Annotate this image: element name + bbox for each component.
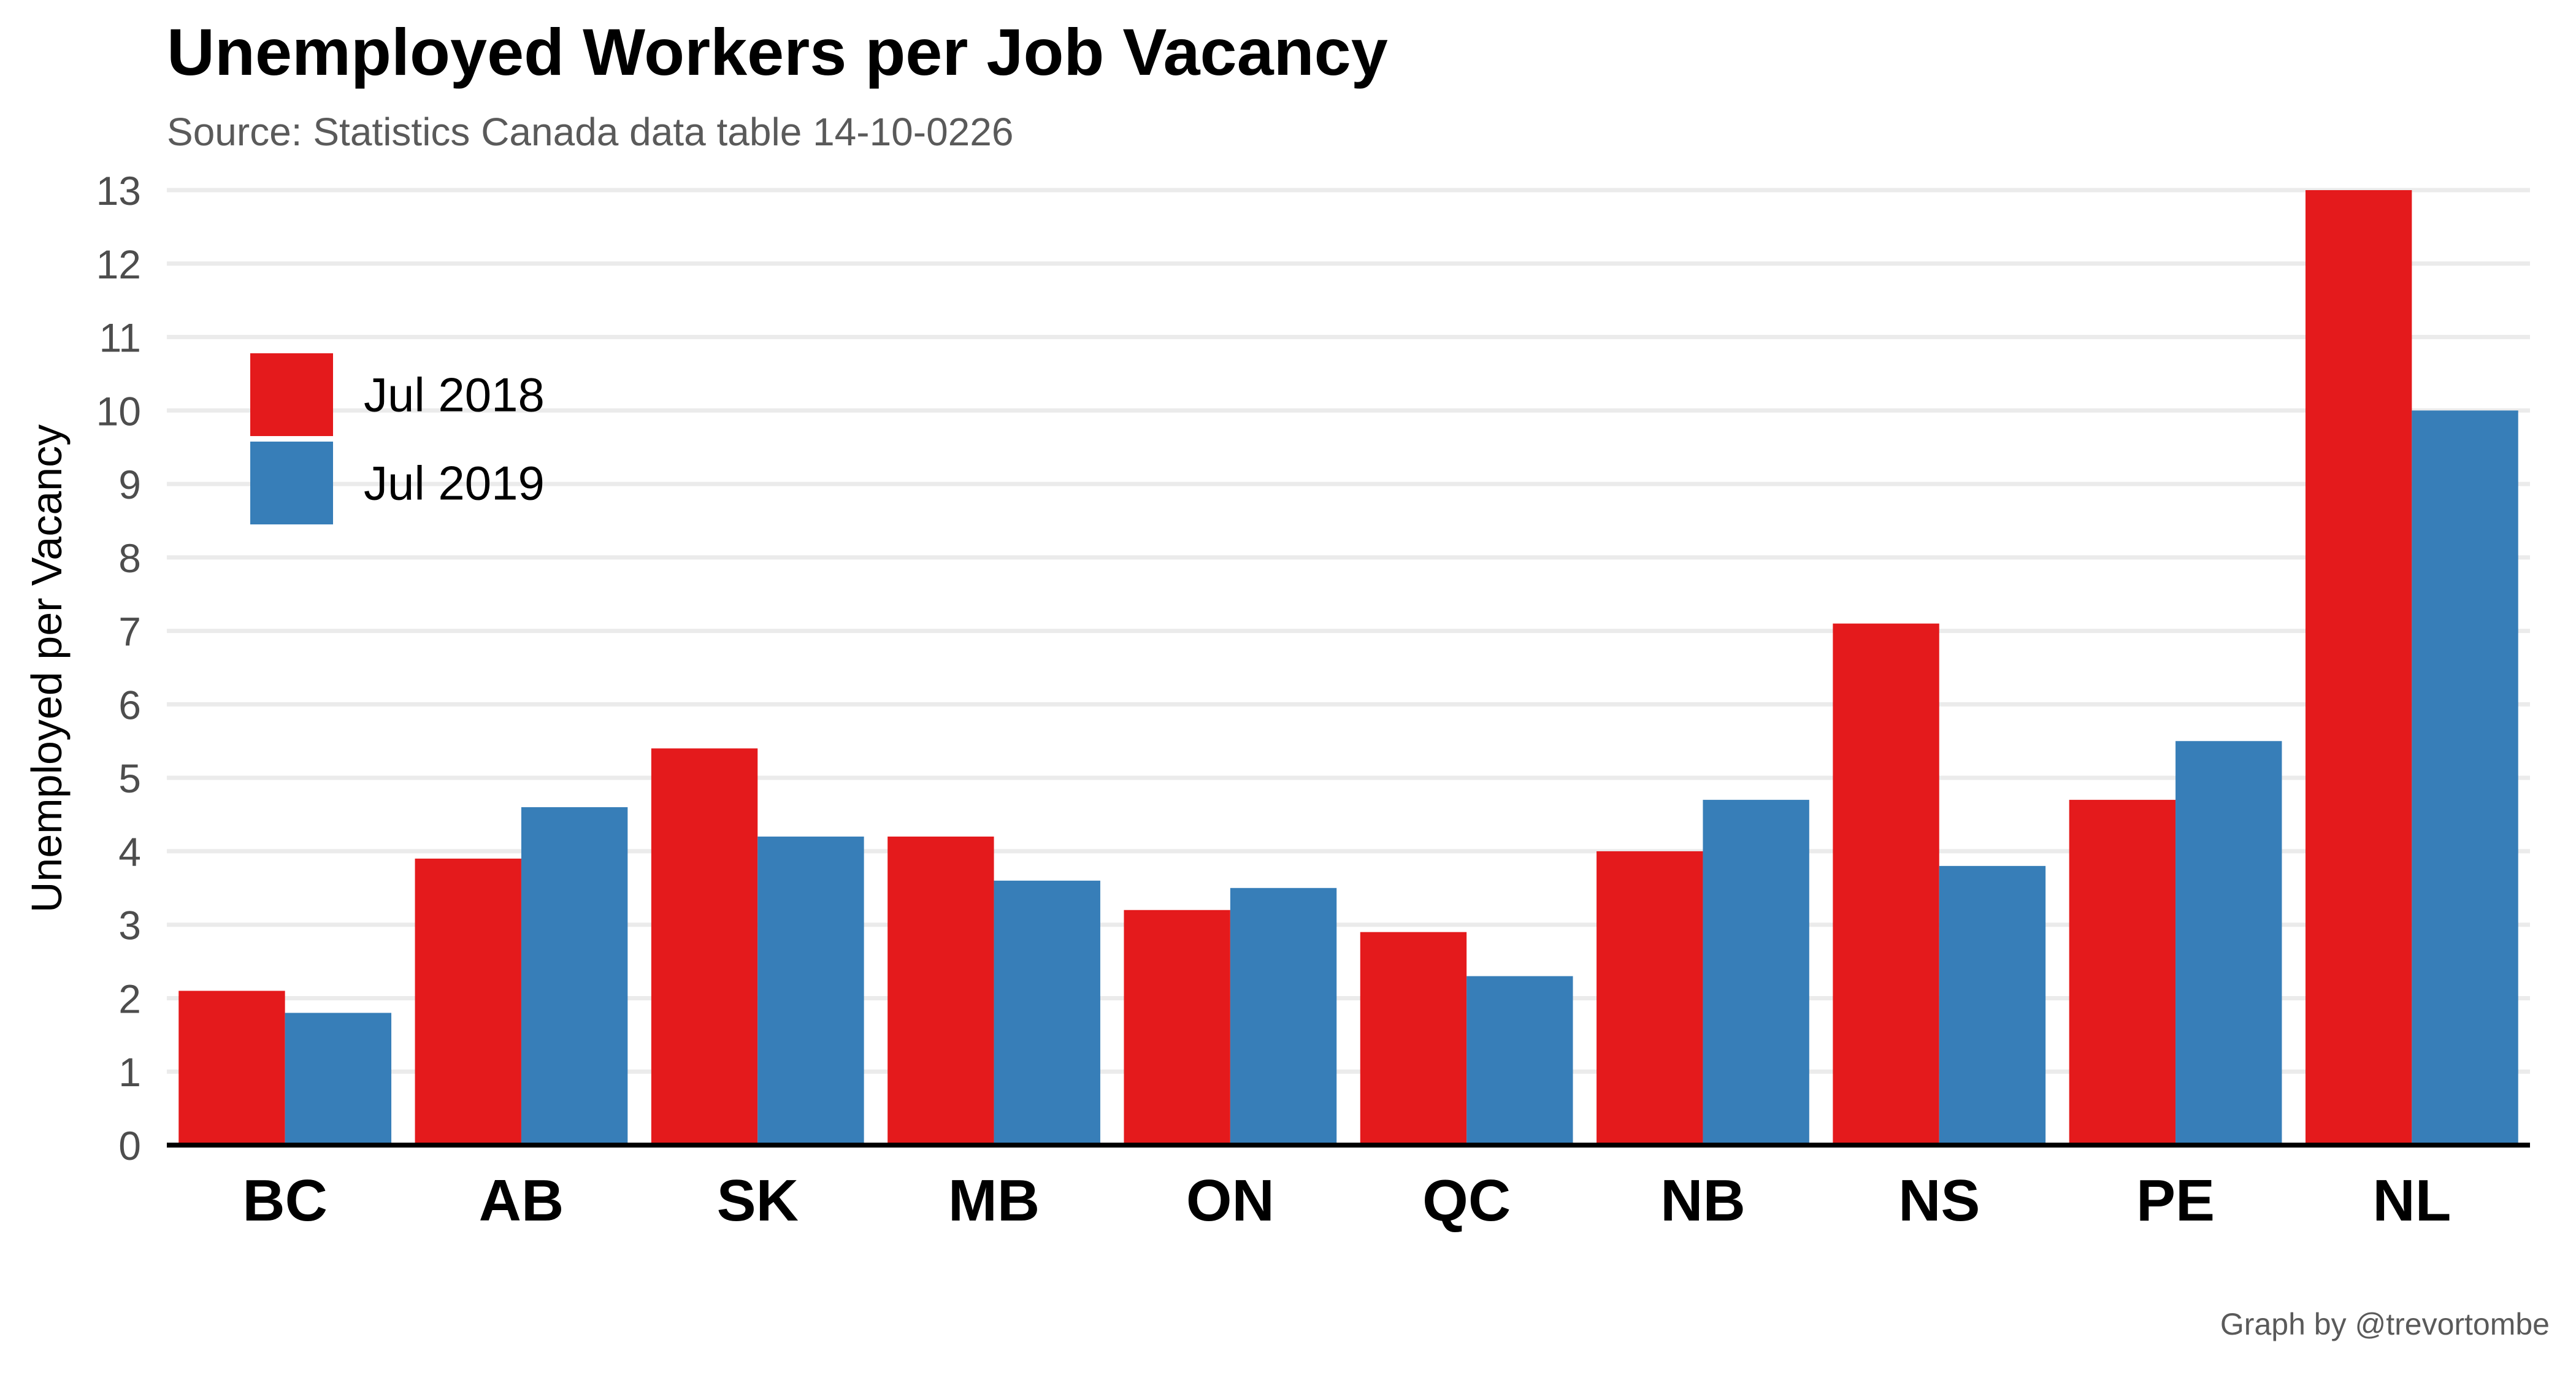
x-tick-label: NS [1898, 1168, 1980, 1233]
y-tick-label: 7 [118, 609, 141, 654]
bar-bc-series-2 [285, 1013, 392, 1145]
bar-pe-series-1 [2069, 800, 2176, 1145]
y-tick-label: 12 [96, 242, 141, 287]
bars [178, 190, 2518, 1146]
legend-label-1: Jul 2018 [364, 368, 545, 422]
x-tick-label: ON [1186, 1168, 1275, 1233]
bar-sk-series-1 [651, 748, 758, 1145]
bar-on-series-1 [1124, 910, 1230, 1145]
legend-key-2 [250, 442, 333, 524]
x-tick-label: MB [948, 1168, 1040, 1233]
legend-key-1 [250, 353, 333, 436]
y-tick-label: 1 [118, 1049, 141, 1095]
chart-caption: Graph by @trevortombe [2220, 1307, 2550, 1341]
x-tick-label: QC [1422, 1168, 1511, 1233]
x-tick-label: NL [2372, 1168, 2451, 1233]
y-tick-label: 0 [118, 1123, 141, 1168]
bar-nl-series-1 [2305, 190, 2412, 1145]
y-tick-label: 9 [118, 462, 141, 507]
x-tick-label: BC [242, 1168, 328, 1233]
y-tick-label: 3 [118, 903, 141, 948]
x-tick-label: PE [2136, 1168, 2215, 1233]
y-tick-label: 4 [118, 829, 141, 875]
y-tick-label: 13 [96, 168, 141, 213]
bar-qc-series-2 [1466, 976, 1573, 1145]
bar-pe-series-2 [2175, 741, 2282, 1145]
bar-mb-series-1 [887, 836, 994, 1145]
bar-nl-series-2 [2412, 410, 2518, 1146]
y-tick-label: 5 [118, 756, 141, 801]
x-tick-labels: BC AB SK MB ON QC NB NS PE NL [242, 1168, 2451, 1233]
bar-ns-series-2 [1939, 865, 2046, 1145]
bar-sk-series-2 [757, 836, 864, 1145]
x-tick-label: AB [479, 1168, 564, 1233]
bar-qc-series-1 [1360, 932, 1467, 1145]
legend-label-2: Jul 2019 [364, 456, 545, 510]
chart-subtitle: Source: Statistics Canada data table 14-… [167, 110, 1014, 154]
y-tick-label: 10 [96, 388, 141, 434]
bar-on-series-2 [1230, 887, 1337, 1145]
y-tick-label: 6 [118, 682, 141, 727]
y-tick-label: 8 [118, 535, 141, 581]
x-tick-label: NB [1660, 1168, 1746, 1233]
y-axis-label: Unemployed per Vacancy [23, 424, 71, 913]
chart-title: Unemployed Workers per Job Vacancy [167, 15, 1388, 89]
bar-nb-series-1 [1597, 851, 1703, 1145]
bar-nb-series-2 [1703, 800, 1809, 1145]
bar-mb-series-2 [994, 880, 1100, 1145]
y-tick-label: 11 [99, 315, 141, 361]
bar-ab-series-2 [521, 807, 628, 1145]
x-tick-label: SK [717, 1168, 799, 1233]
bar-ab-series-1 [415, 858, 521, 1145]
bar-bc-series-1 [178, 991, 285, 1145]
legend: Jul 2018 Jul 2019 [250, 353, 545, 524]
bar-ns-series-1 [1833, 623, 1939, 1145]
y-tick-label: 2 [118, 976, 141, 1021]
